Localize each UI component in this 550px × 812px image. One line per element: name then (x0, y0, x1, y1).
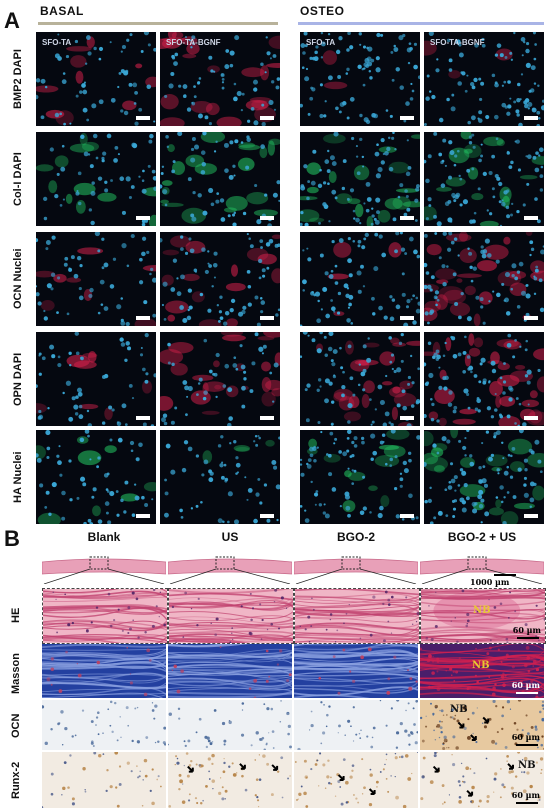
nb-label: NB (450, 704, 468, 715)
he-image: NB 60 µm (420, 588, 546, 644)
panel-b-letter: B (4, 526, 20, 551)
scale-bar (260, 216, 274, 220)
group-line-basal (38, 22, 278, 25)
he-image (294, 588, 420, 644)
fluorescence-image (300, 232, 420, 326)
scale-bar (260, 416, 274, 420)
cell-label: SFO-TA-BGNF (430, 38, 485, 47)
fluorescence-image (300, 430, 420, 524)
detail-scale-label: 60 µm (512, 625, 541, 635)
scale-bar (136, 514, 150, 518)
row-label-ha: HA Nuclei (12, 451, 24, 503)
scale-bar (524, 216, 538, 220)
row-label-ocn: OCN Nuclei (12, 248, 24, 310)
fluorescence-image: SFO-TA-BGNF (424, 32, 544, 126)
nb-label: NB (472, 660, 490, 671)
ocn-ihc-image (42, 700, 166, 750)
masson-image (42, 644, 166, 698)
scale-bar (524, 116, 538, 120)
cell-label: SFO-TA (42, 38, 72, 47)
detail-scale-label: 60 µm (511, 680, 540, 690)
fluorescence-image: SFO-TA (300, 32, 420, 126)
scale-bar (260, 514, 274, 518)
he-overview-image (168, 548, 292, 584)
masson-image (168, 644, 292, 698)
runx2-ihc-image (168, 752, 292, 808)
fluorescence-image (160, 430, 280, 524)
panel-a-letter: A (4, 8, 20, 33)
group-label-basal: BASAL (40, 4, 84, 18)
scale-bar (524, 514, 538, 518)
row-label-opn: OPN DAPI (12, 352, 24, 406)
detail-scale-label: 60 µm (511, 790, 540, 800)
scale-bar (400, 116, 414, 120)
scale-bar (260, 316, 274, 320)
fluorescence-image: SFO-TA (36, 32, 156, 126)
row-label-runx2: Runx-2 (10, 761, 22, 799)
scale-bar (136, 416, 150, 420)
he-overview-image (294, 548, 418, 584)
he-image (168, 588, 294, 644)
col-label-bgo2-us: BGO-2 + US (447, 530, 517, 544)
scale-bar (400, 514, 414, 518)
fluorescence-image (424, 332, 544, 426)
scale-bar (400, 216, 414, 220)
scale-bar (260, 116, 274, 120)
group-line-osteo (298, 22, 544, 25)
row-label-masson: Masson (10, 653, 22, 695)
scale-bar (400, 316, 414, 320)
fluorescence-image (424, 430, 544, 524)
scale-bar (400, 416, 414, 420)
detail-scale-bar (516, 692, 538, 694)
scale-bar (524, 416, 538, 420)
fluorescence-image (300, 332, 420, 426)
masson-image: NB 60 µm (420, 644, 544, 698)
row-label-ocn-ihc: OCN (10, 713, 22, 739)
runx2-ihc-image (42, 752, 166, 808)
nb-label: NB (473, 605, 491, 616)
he-image (42, 588, 168, 644)
ocn-ihc-image (168, 700, 292, 750)
masson-image (294, 644, 418, 698)
fluorescence-image (36, 132, 156, 226)
runx2-ihc-image: NB 60 µm (420, 752, 544, 808)
fluorescence-image: SFO-TA-BGNF (160, 32, 280, 126)
fluorescence-image (36, 430, 156, 524)
fluorescence-image (160, 332, 280, 426)
nb-label: NB (518, 760, 536, 771)
scale-bar (136, 116, 150, 120)
he-overview-image (42, 548, 166, 584)
overview-scale-label: 1000 µm (470, 577, 510, 587)
row-label-he: HE (10, 607, 22, 623)
ocn-ihc-image: NB 60 µm (420, 700, 544, 750)
fluorescence-image (160, 132, 280, 226)
runx2-ihc-image (294, 752, 418, 808)
detail-scale-bar (517, 637, 539, 639)
he-overview-image (420, 548, 544, 584)
detail-scale-label: 60 µm (511, 732, 540, 742)
cell-label: SFO-TA-BGNF (166, 38, 221, 47)
detail-scale-bar (516, 802, 538, 804)
fluorescence-image (424, 232, 544, 326)
scale-bar (136, 316, 150, 320)
fluorescence-image (424, 132, 544, 226)
col-label-bgo2: BGO-2 (336, 530, 375, 544)
fluorescence-image (36, 332, 156, 426)
fluorescence-image (160, 232, 280, 326)
col-label-blank: Blank (87, 530, 121, 544)
fluorescence-image (36, 232, 156, 326)
scale-bar (136, 216, 150, 220)
detail-scale-bar (516, 744, 538, 746)
fluorescence-image (300, 132, 420, 226)
row-label-col1: Col-I DAPI (12, 152, 24, 206)
overview-scale-bar (494, 574, 516, 576)
group-label-osteo: OSTEO (300, 4, 345, 18)
cell-label: SFO-TA (306, 38, 336, 47)
ocn-ihc-image (294, 700, 418, 750)
row-label-bmp2: BMP2 DAPI (12, 49, 24, 109)
scale-bar (524, 316, 538, 320)
col-label-us: US (221, 530, 239, 544)
